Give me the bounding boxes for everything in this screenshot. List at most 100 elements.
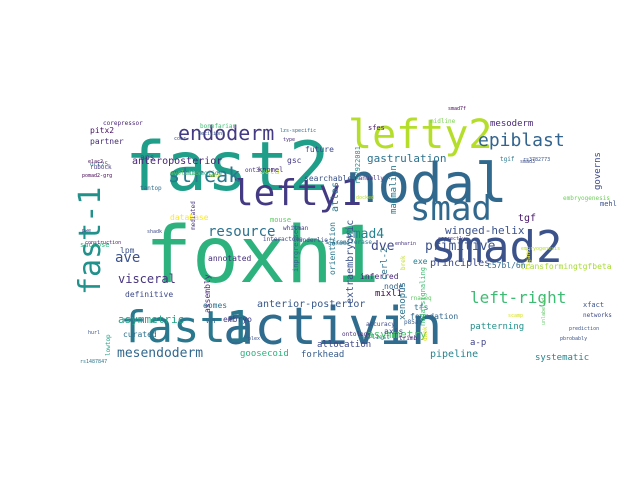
cloud-word: interactome: [263, 236, 303, 243]
cloud-word: shadk: [147, 229, 162, 235]
cloud-word: ontology: [342, 331, 371, 338]
cloud-word: gsc: [287, 156, 302, 165]
cloud-word: sucrose: [80, 241, 110, 249]
cloud-word: docked: [356, 195, 374, 201]
cloud-word: gastrulation: [367, 152, 446, 165]
cloud-word: smad4: [345, 227, 384, 242]
cloud-word: c57bl/6n: [487, 261, 526, 270]
cloud-word: ont3: [245, 167, 260, 174]
cloud-word: genome: [328, 240, 350, 247]
cloud-word: node: [384, 282, 403, 291]
cloud-word: asd: [210, 173, 219, 179]
cloud-word: earliest: [361, 334, 390, 341]
cloud-word: evolution: [170, 170, 203, 177]
cloud-word: rnaseq: [410, 295, 432, 302]
cloud-word: networks: [583, 312, 612, 319]
cloud-word: beta: [260, 167, 279, 176]
cloud-word: lefty1: [232, 173, 362, 214]
cloud-word: transformingtgfbeta: [520, 262, 612, 271]
cloud-word: inprgressed: [292, 226, 300, 272]
cloud-word: correctly: [438, 236, 465, 242]
cloud-word: aps: [140, 153, 155, 162]
cloud-word: cerl-2: [380, 247, 390, 280]
cloud-word: governs: [593, 152, 603, 190]
cloud-word: atlas: [330, 182, 341, 212]
cloud-word: sfes: [368, 124, 385, 132]
cloud-word: unlabeled: [541, 298, 547, 325]
cloud-word: asymmetric: [118, 313, 184, 326]
cloud-word: epiblast: [478, 130, 565, 151]
cloud-word: allocation: [317, 340, 371, 350]
cloud-word: pomad2-grg: [82, 173, 112, 179]
cloud-word: pipeline: [430, 349, 478, 360]
cloud-word: principles: [430, 258, 490, 269]
cloud-word: mammalian: [389, 165, 399, 214]
cloud-word: mehl: [600, 200, 617, 208]
cloud-word: rubock: [90, 164, 112, 171]
cloud-word: patterning: [470, 322, 524, 332]
cloud-word: tantop: [140, 185, 162, 192]
cloud-word: accuracy: [366, 321, 395, 328]
cloud-word: enharin: [395, 241, 416, 247]
cloud-word: fast1: [120, 302, 252, 353]
cloud-word: database: [170, 213, 209, 222]
cloud-word: foundation: [410, 312, 458, 321]
cloud-word: fast2: [125, 128, 330, 207]
cloud-word: embryogenesis: [521, 246, 560, 252]
cloud-word: resource: [208, 224, 275, 240]
cloud-word: ligand: [525, 248, 532, 270]
cloud-word: underlie: [299, 237, 328, 244]
cloud-word: visceral: [118, 272, 176, 286]
cloud-word: assembly: [203, 274, 212, 313]
cloud-word: decisions: [198, 131, 225, 137]
cloud-word: construction: [85, 240, 121, 246]
cloud-word: hurl: [88, 330, 100, 336]
cloud-word: mediated: [190, 201, 197, 230]
cloud-word: activin: [223, 297, 442, 357]
cloud-word: extraembryonic: [345, 220, 356, 304]
cloud-word: tfs: [414, 303, 429, 312]
cloud-word: mixl1: [375, 289, 402, 299]
cloud-word: embryogenesis: [563, 195, 610, 202]
cloud-word: nodal: [345, 152, 508, 215]
cloud-word: forkhead: [301, 350, 344, 360]
cloud-word: asymmetry: [367, 328, 427, 341]
cloud-word: whitman: [283, 225, 309, 232]
cloud-word: dve: [371, 239, 395, 254]
cloud-word: mouse: [270, 216, 291, 224]
cloud-word: anterior-posterior: [257, 299, 365, 310]
cloud-word: foxh1: [145, 211, 380, 301]
cloud-word: lefty2: [348, 112, 493, 158]
cloud-word: elac2: [88, 159, 103, 165]
cloud-word: type: [283, 137, 295, 143]
cloud-word: rs3782773: [523, 157, 550, 163]
cloud-word: future: [305, 145, 334, 154]
cloud-word: ave: [115, 250, 140, 266]
cloud-word: xfact: [583, 301, 604, 309]
cloud-word: plex: [248, 336, 260, 342]
cloud-word: nucleotide: [186, 170, 223, 177]
cloud-word: nodalsignaling: [419, 267, 427, 326]
cloud-word: manually: [355, 175, 384, 182]
cloud-word: exe: [413, 257, 428, 266]
cloud-word: bonefarian: [200, 123, 237, 130]
cloud-word: annotated: [208, 254, 252, 263]
cloud-word: oct25: [90, 161, 108, 168]
cloud-word: prediction: [569, 326, 599, 332]
cloud-word: searchable: [304, 174, 352, 183]
cloud-word: smad2: [430, 222, 562, 273]
cloud-word: lpm: [120, 246, 135, 255]
cloud-word: curated: [123, 330, 157, 339]
cloud-word: lowtop: [105, 334, 112, 356]
cloud-word: scamp: [508, 313, 523, 319]
cloud-word: a-p: [470, 338, 486, 348]
cloud-word: tgif: [500, 156, 515, 163]
cloud-word: smad7f: [448, 106, 466, 112]
cloud-word: tgf: [518, 213, 536, 224]
cloud-word: inferred: [360, 272, 399, 281]
cloud-word: corepressor: [103, 120, 143, 127]
cloud-word: axis: [384, 327, 403, 336]
